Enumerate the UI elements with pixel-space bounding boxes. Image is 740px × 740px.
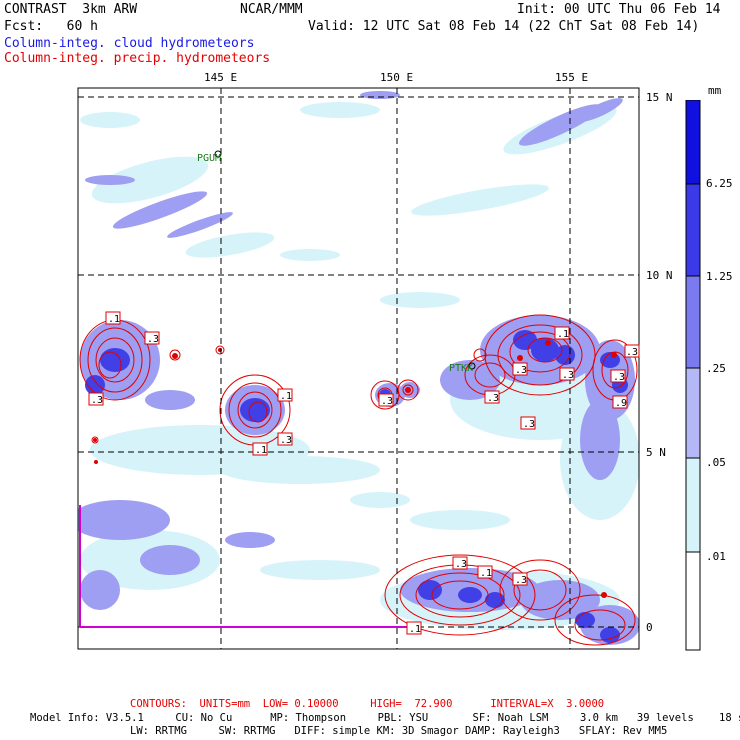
model-info-line-1: Model Info: V3.5.1 CU: No Cu MP: Thompso… [30, 712, 740, 724]
contour-label: .1 [557, 329, 569, 340]
contour-label: .1 [108, 314, 120, 325]
contour-label: .1 [480, 568, 492, 579]
model-title: CONTRAST 3km ARW [4, 2, 138, 17]
contour-label: .1 [409, 624, 421, 635]
init-time: Init: 00 UTC Thu 06 Feb 14 [517, 2, 721, 17]
colorbar [685, 100, 701, 651]
lon-label-150: 150 E [380, 71, 414, 84]
colorbar-label-0.25: .25 [706, 362, 726, 375]
colorbar-swatch-4 [686, 368, 700, 458]
station-label-ptkk: PTKK [449, 363, 473, 374]
lon-label-155: 155 E [555, 71, 589, 84]
colorbar-label-0.01: .01 [706, 550, 726, 563]
colorbar-swatch-6 [686, 552, 700, 650]
contour-label: .9 [615, 398, 627, 409]
lon-label-145: 145 E [204, 71, 238, 84]
colorbar-label-0.05: .05 [706, 456, 726, 469]
contour-label: .3 [523, 419, 535, 430]
contour-label: .3 [515, 575, 527, 586]
lat-label-eq: 0 [646, 621, 653, 634]
colorbar-label-1.25: 1.25 [706, 270, 733, 283]
colorbar-unit: mm [708, 84, 722, 97]
contour-label: .1 [280, 391, 292, 402]
lat-label-10n: 10 N [646, 269, 673, 282]
contour-label: .3 [613, 372, 625, 383]
field-cloud-label: Column-integ. cloud hydrometeors [4, 36, 255, 51]
colorbar-swatch-1 [686, 100, 700, 184]
field-precip-label: Column-integ. precip. hydrometeors [4, 51, 271, 66]
cloud-core-layer [85, 330, 628, 643]
institution-label: NCAR/MMM [240, 2, 303, 17]
contour-label: .3 [91, 395, 103, 406]
contour-label: .3 [147, 334, 159, 345]
contour-label: .3 [280, 435, 292, 446]
station-label-pgum: PGUM [197, 153, 221, 164]
valid-time: Valid: 12 UTC Sat 08 Feb 14 (22 ChT Sat … [308, 19, 700, 34]
contour-label: .3 [381, 396, 393, 407]
contour-info: CONTOURS: UNITS=mm LOW= 0.10000 HIGH= 72… [130, 698, 605, 710]
colorbar-label-6.25: 6.25 [706, 177, 733, 190]
lat-label-15n: 15 N [646, 91, 673, 104]
station-pgum: PGUM [197, 150, 222, 164]
lat-label-5n: 5 N [646, 446, 666, 459]
contour-label: .3 [626, 347, 638, 358]
contour-label: .3 [487, 393, 499, 404]
forecast-hour: Fcst: 60 h [4, 19, 98, 34]
contour-label: .3 [455, 559, 467, 570]
precip-contours [79, 314, 638, 646]
model-info-line-2: LW: RRTMG SW: RRTMG DIFF: simple KM: 3D … [130, 725, 668, 737]
contour-label: .3 [562, 370, 574, 381]
contour-label-boxes: .1 .3 .3 .1 .3 .1 .3 .3 .3 .1 .3 .3 .3 .… [88, 311, 640, 635]
contour-label: .1 [255, 445, 267, 456]
colorbar-swatch-5 [686, 458, 700, 552]
colorbar-swatch-3 [686, 276, 700, 368]
domain-boundary [79, 505, 420, 628]
contour-label: .3 [515, 365, 527, 376]
station-ptkk: PTKK [449, 362, 476, 374]
colorbar-swatch-2 [686, 184, 700, 276]
